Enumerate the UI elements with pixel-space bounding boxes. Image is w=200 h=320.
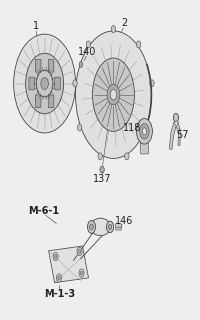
FancyBboxPatch shape (29, 77, 34, 90)
Circle shape (141, 128, 146, 135)
Text: 1: 1 (32, 21, 38, 31)
Text: 140: 140 (78, 47, 96, 57)
Circle shape (111, 26, 115, 33)
FancyBboxPatch shape (48, 95, 54, 108)
Text: M-1-3: M-1-3 (44, 289, 75, 299)
Ellipse shape (90, 218, 110, 236)
Text: 118: 118 (123, 123, 141, 133)
Circle shape (144, 124, 149, 131)
Circle shape (97, 153, 102, 160)
Text: M-6-1: M-6-1 (28, 206, 59, 216)
Circle shape (107, 84, 119, 105)
Circle shape (99, 166, 104, 173)
Ellipse shape (92, 58, 134, 131)
Text: 146: 146 (115, 216, 133, 226)
Circle shape (56, 274, 61, 282)
Circle shape (77, 124, 81, 131)
Circle shape (89, 224, 93, 230)
Circle shape (108, 224, 111, 229)
Circle shape (136, 119, 152, 144)
FancyBboxPatch shape (54, 77, 60, 90)
Circle shape (149, 80, 153, 87)
Polygon shape (48, 246, 88, 283)
Text: 57: 57 (175, 130, 188, 140)
Circle shape (53, 252, 58, 261)
Circle shape (26, 53, 63, 114)
Circle shape (54, 255, 57, 259)
FancyBboxPatch shape (48, 59, 54, 72)
Circle shape (110, 90, 116, 100)
Text: 2: 2 (121, 18, 127, 28)
Circle shape (79, 269, 84, 277)
Circle shape (172, 114, 178, 122)
FancyBboxPatch shape (115, 224, 121, 230)
Circle shape (78, 250, 80, 253)
Polygon shape (175, 122, 179, 146)
Circle shape (72, 80, 77, 87)
Circle shape (41, 77, 48, 90)
Circle shape (36, 70, 53, 97)
FancyBboxPatch shape (140, 142, 148, 154)
Circle shape (106, 221, 113, 233)
FancyBboxPatch shape (35, 59, 41, 72)
Circle shape (87, 220, 95, 233)
Text: 137: 137 (93, 174, 111, 184)
Circle shape (77, 247, 82, 256)
FancyBboxPatch shape (35, 95, 41, 108)
Circle shape (124, 153, 128, 160)
Circle shape (57, 276, 60, 280)
Circle shape (136, 41, 140, 48)
Circle shape (14, 34, 75, 133)
Polygon shape (169, 122, 175, 149)
Circle shape (139, 124, 148, 139)
Circle shape (80, 271, 82, 275)
Circle shape (79, 61, 82, 67)
Circle shape (86, 41, 90, 48)
Ellipse shape (75, 31, 151, 158)
